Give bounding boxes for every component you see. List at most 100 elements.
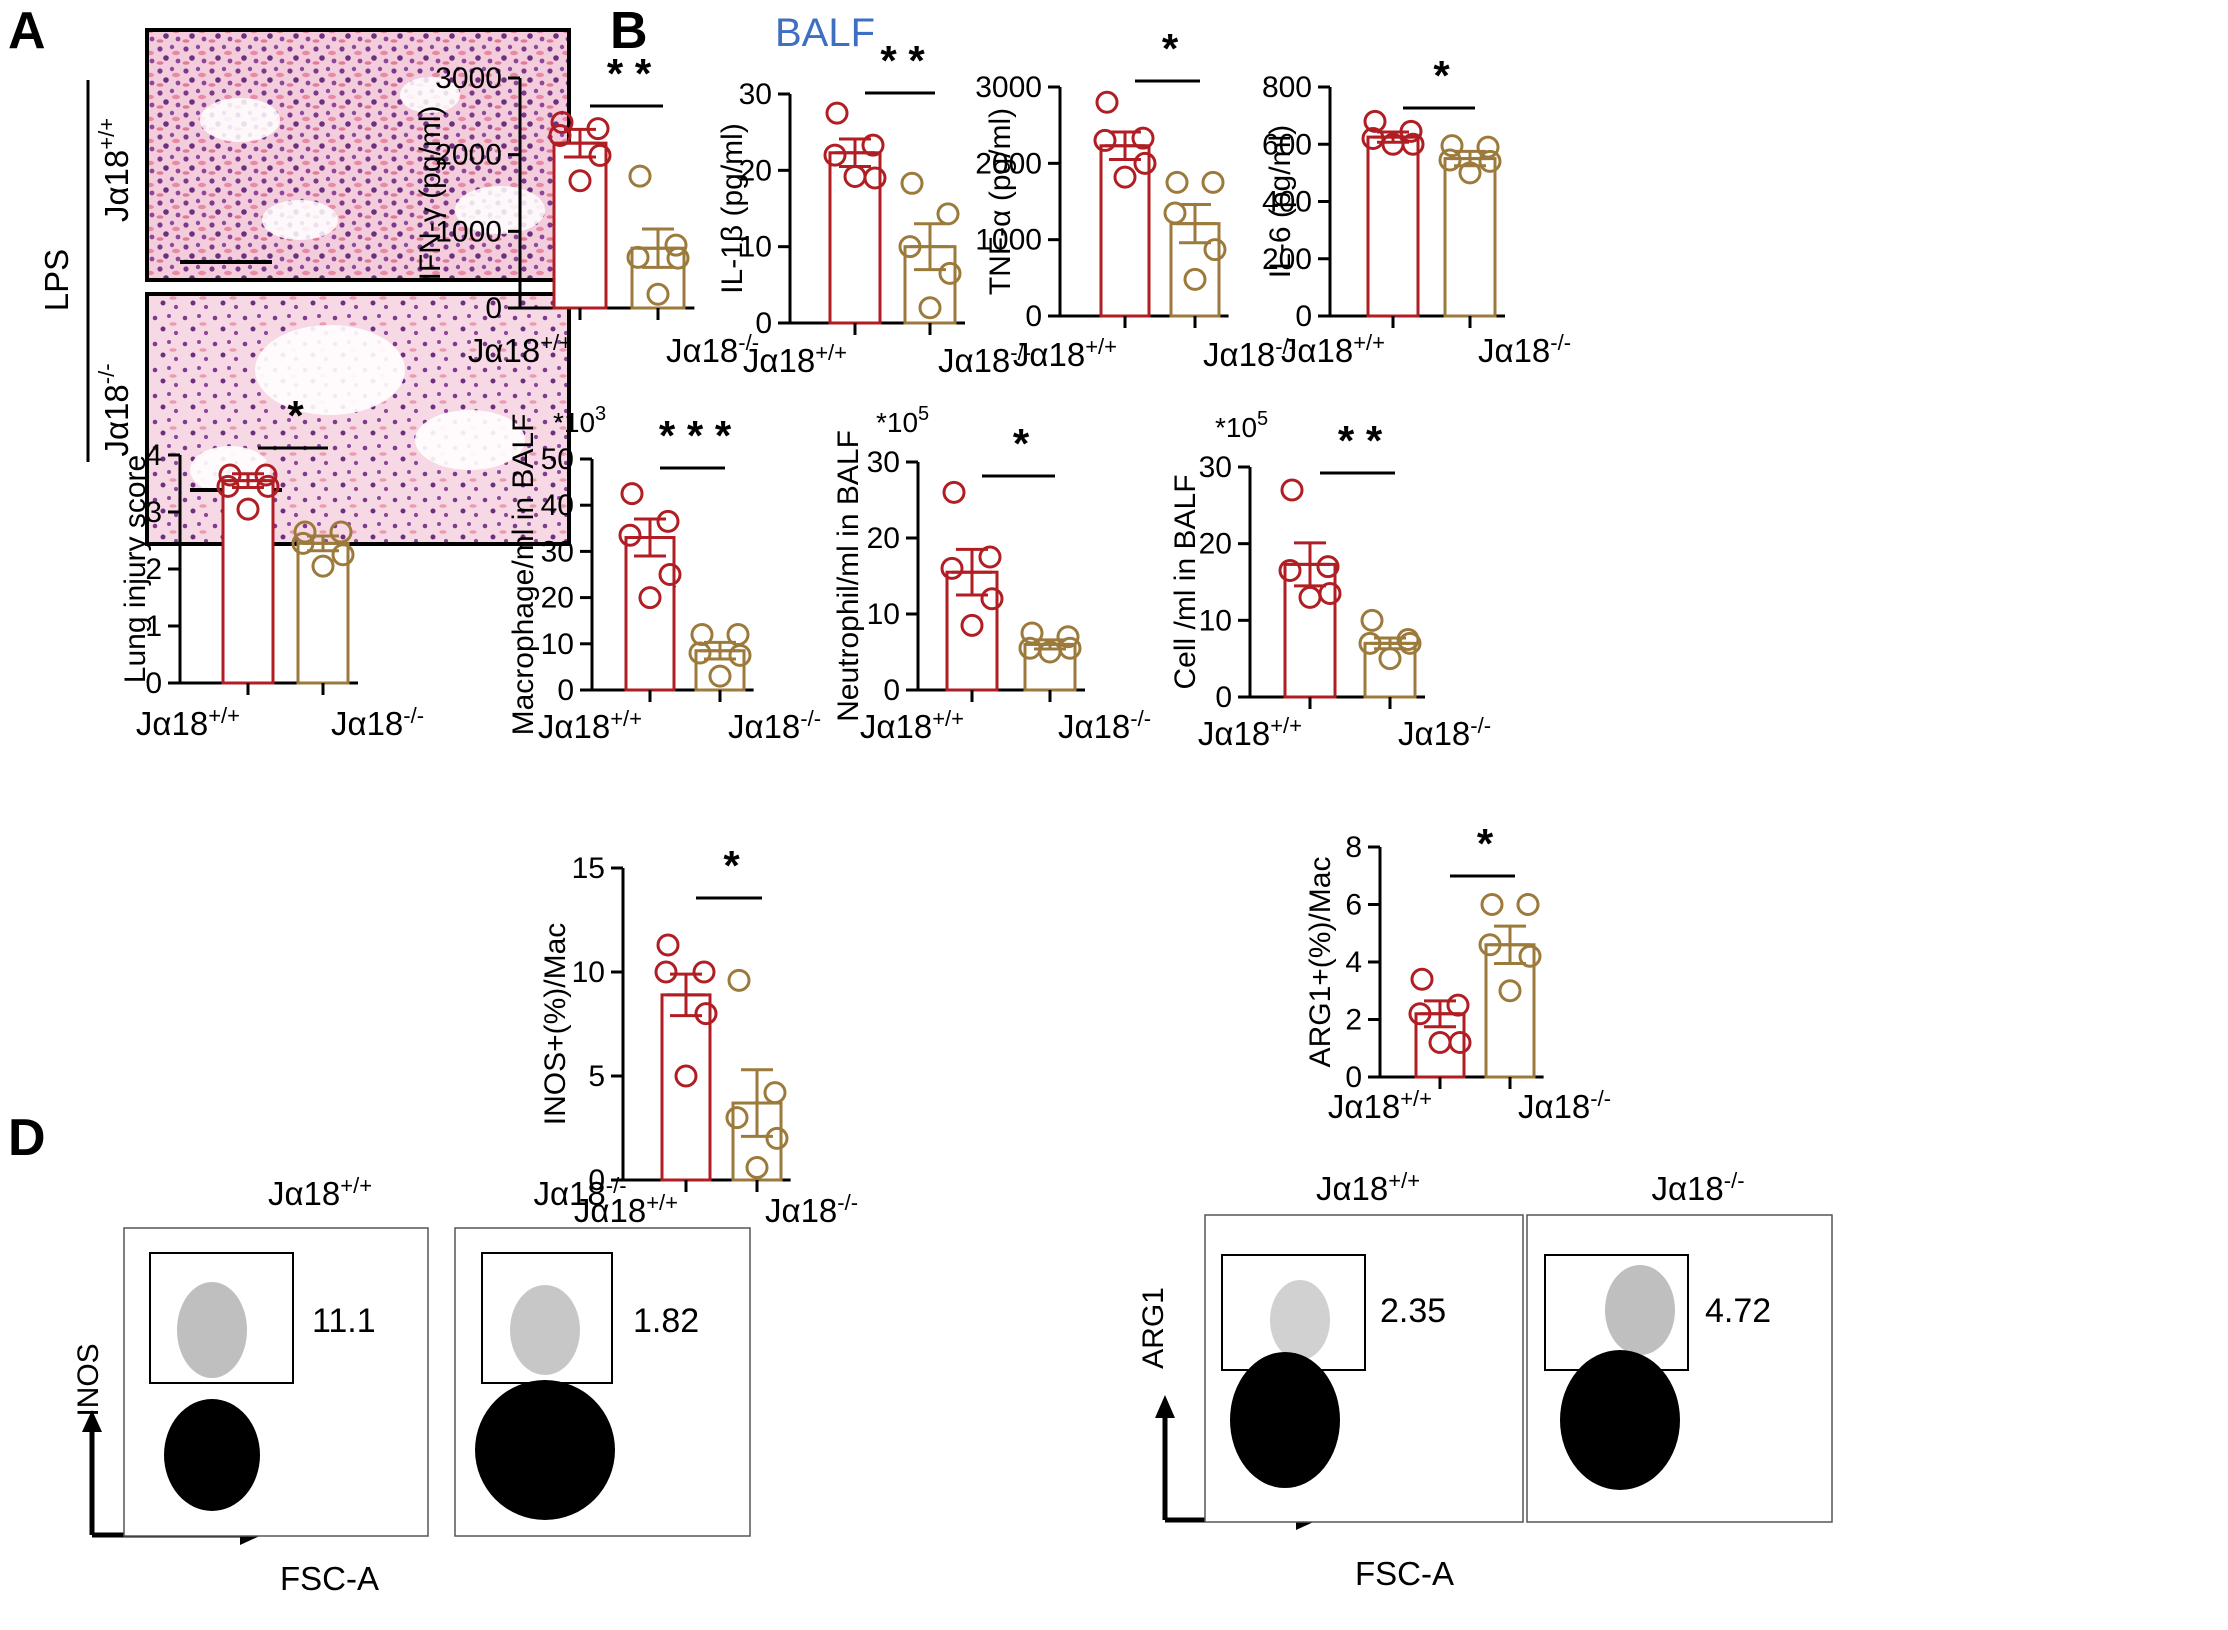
data-point (942, 480, 966, 504)
data-point (586, 117, 610, 141)
data-point (1516, 893, 1540, 916)
y-tick-label: 10 (1199, 604, 1232, 637)
data-point (218, 463, 242, 487)
y-tick-label: 2 (145, 553, 162, 586)
x-category-label: Jα18-/- (1203, 334, 1296, 373)
data-point (938, 261, 962, 285)
data-point (861, 133, 885, 157)
flow-gate-value: 2.35 (1380, 1292, 1446, 1330)
y-tick-label: 0 (1345, 1061, 1362, 1094)
histology-image-wt (145, 28, 571, 282)
y-axis-label: ARG1+(%)/Mac (1304, 857, 1337, 1068)
data-point (1095, 90, 1119, 114)
data-point (1446, 993, 1470, 1017)
data-point (1378, 647, 1402, 671)
y-tick-label: 0 (1215, 681, 1232, 714)
panel-a-histology: LPS Jα18+/+ Jα18-/- (38, 28, 571, 546)
data-point (1428, 1031, 1452, 1054)
alveolar-space (415, 410, 525, 470)
data-point (960, 613, 984, 637)
histology-top-genotype: Jα18+/+ (94, 118, 135, 222)
data-point (1093, 128, 1117, 152)
flow-gate (481, 1252, 613, 1384)
significance-stars: * * * (659, 412, 732, 459)
flow-plot-title: Jα18-/- (1651, 1168, 1744, 1207)
data-point (980, 587, 1004, 611)
data-point (626, 245, 650, 269)
data-point (331, 543, 355, 567)
chart-inos: 0 5 10 15 INOS+(%)/Mac Jα18+/+ Jα18-/- * (539, 842, 858, 1229)
y-tick-label: 10 (739, 231, 772, 264)
chart-il_6: 0 200 400 600 800 IL-6 (pg/ml) Jα18+/+ Jα18-/- * (1262, 52, 1571, 369)
panel-letter-d: D (8, 1109, 46, 1167)
y-tick-label: 15 (572, 852, 605, 885)
data-point (690, 623, 714, 647)
data-point (1358, 631, 1382, 655)
data-point (1278, 559, 1302, 582)
data-point (1399, 119, 1423, 143)
x-category-label: Jα18+/+ (860, 706, 964, 745)
significance-stars: * * (607, 50, 652, 97)
data-point (654, 960, 678, 984)
y-tick-label: 1000 (975, 224, 1042, 257)
y-tick-label: 0 (755, 307, 772, 340)
flow-y-arrowhead (82, 1410, 102, 1432)
y-tick-label: 2000 (435, 139, 502, 172)
data-point (664, 233, 688, 257)
flow-gate-value: 4.72 (1705, 1292, 1771, 1330)
data-point (726, 623, 750, 647)
data-point (1020, 621, 1044, 645)
y-multiplier: *105 (1215, 408, 1268, 443)
x-category-label: Jα18-/- (728, 706, 821, 745)
y-tick-label: 30 (1199, 451, 1232, 484)
data-point (688, 641, 712, 665)
data-point (658, 563, 682, 586)
data-point (940, 556, 964, 580)
significance-stars: * * (1338, 417, 1383, 464)
alveolar-space (255, 325, 405, 415)
flow-dot-cloud (475, 1380, 615, 1520)
significance-stars: * (1477, 820, 1494, 867)
data-point (656, 933, 680, 957)
data-point (843, 164, 867, 188)
data-point (900, 171, 924, 195)
flow-gate (1544, 1254, 1689, 1371)
x-category-label: Jα18+/+ (1281, 330, 1385, 369)
y-tick-label: 40 (541, 489, 574, 522)
significance-stars: * * (880, 37, 925, 84)
data-point (1203, 238, 1227, 262)
y-axis-label: IL-6 (pg/ml) (1264, 125, 1297, 278)
data-point (674, 1064, 698, 1088)
data-point (1133, 151, 1157, 175)
y-axis-label: Lung injury score (119, 455, 152, 683)
y-tick-label: 0 (1295, 300, 1312, 333)
flow-inos-y-channel: INOS (72, 1343, 105, 1416)
alveolar-space (455, 186, 545, 234)
x-category-label: Jα18+/+ (1328, 1086, 1432, 1125)
data-point (1410, 967, 1434, 991)
significance-stars: * (1013, 420, 1030, 467)
y-tick-label: 30 (867, 446, 900, 479)
y-tick-label: 3000 (975, 71, 1042, 104)
data-point (618, 523, 642, 547)
bar (552, 141, 608, 310)
x-category-label: Jα18+/+ (574, 1190, 678, 1229)
flow-dot-cloud (510, 1285, 580, 1375)
bar (828, 151, 882, 325)
data-point (1361, 127, 1385, 151)
flow-plot-title: Jα18+/+ (1316, 1168, 1420, 1207)
flow-plot-title: Jα18+/+ (268, 1173, 372, 1212)
data-point (638, 586, 662, 610)
flow-dot-cloud (1230, 1352, 1340, 1488)
data-point (1113, 165, 1137, 189)
x-category-label: Jα18-/- (1478, 330, 1571, 369)
alveolar-space (262, 200, 338, 240)
flow-inos-x-channel: FSC-A (280, 1560, 379, 1597)
data-point (1518, 944, 1542, 968)
data-point (656, 509, 680, 533)
y-tick-label: 30 (739, 78, 772, 111)
x-category-label: Jα18+/+ (538, 706, 642, 745)
